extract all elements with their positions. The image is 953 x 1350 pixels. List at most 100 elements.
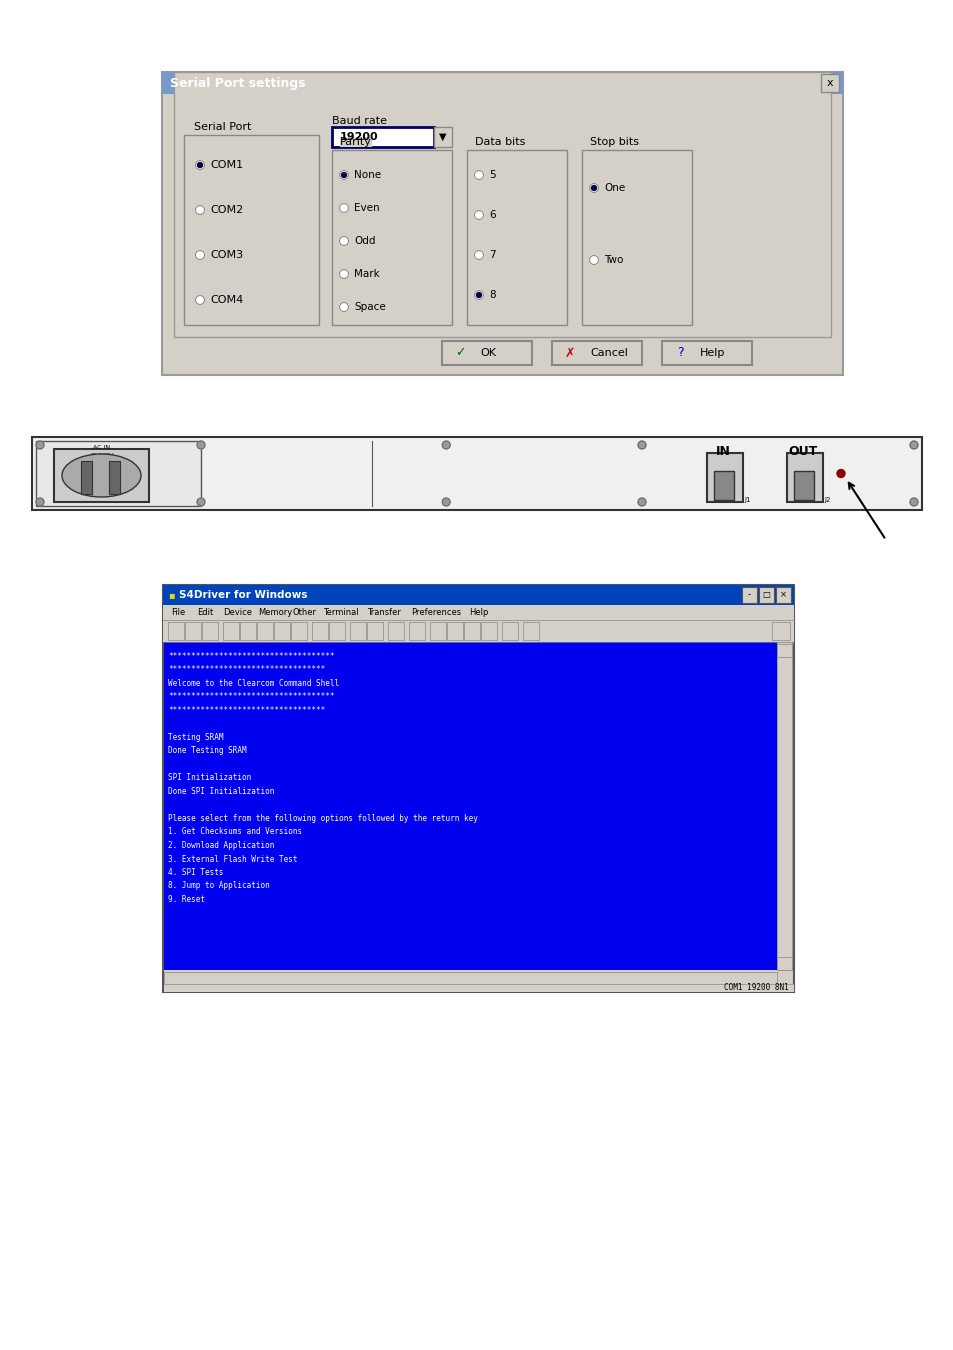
Circle shape <box>638 498 645 506</box>
Text: Data bits: Data bits <box>475 136 525 147</box>
Circle shape <box>339 204 348 212</box>
Bar <box>430 622 446 640</box>
Text: ************************************: ************************************ <box>168 693 335 702</box>
Text: 8: 8 <box>489 290 496 300</box>
Bar <box>164 984 793 992</box>
Text: COM1 19200 8N1: COM1 19200 8N1 <box>723 984 788 992</box>
Text: AC IN: AC IN <box>93 446 111 450</box>
Bar <box>661 342 751 365</box>
Bar <box>185 622 201 640</box>
Bar <box>274 622 290 640</box>
Circle shape <box>195 205 204 215</box>
Text: COM3: COM3 <box>210 250 243 261</box>
Text: ✗: ✗ <box>564 347 575 359</box>
Circle shape <box>474 290 483 300</box>
Circle shape <box>474 251 483 259</box>
Text: OK: OK <box>479 348 496 358</box>
Bar <box>467 150 566 325</box>
Circle shape <box>442 441 450 450</box>
Text: ?: ? <box>676 347 682 359</box>
Text: □: □ <box>761 590 770 599</box>
Text: Edit: Edit <box>196 608 213 617</box>
Text: 90-260V: 90-260V <box>91 454 113 458</box>
Circle shape <box>589 255 598 265</box>
Circle shape <box>591 185 596 190</box>
Text: IN: IN <box>715 446 730 458</box>
Text: Terminal: Terminal <box>323 608 358 617</box>
Bar <box>291 622 307 640</box>
Text: Other: Other <box>293 608 316 617</box>
Text: J2: J2 <box>823 497 829 504</box>
Bar <box>706 454 742 502</box>
Bar <box>388 622 403 640</box>
Bar <box>776 644 791 657</box>
Text: Help: Help <box>700 348 724 358</box>
Text: Odd: Odd <box>354 236 375 246</box>
Bar <box>447 622 462 640</box>
Bar <box>793 471 813 500</box>
Bar <box>552 342 641 365</box>
Text: **********************************: ********************************** <box>168 706 325 716</box>
Bar <box>184 135 318 325</box>
Circle shape <box>442 498 450 506</box>
Bar <box>329 622 345 640</box>
Circle shape <box>638 441 645 450</box>
Text: File: File <box>171 608 185 617</box>
Bar <box>463 622 479 640</box>
Bar <box>786 454 822 502</box>
Text: Done SPI Initialization: Done SPI Initialization <box>168 787 274 796</box>
Bar <box>164 972 776 984</box>
Text: ************************************: ************************************ <box>168 652 335 662</box>
Bar <box>501 622 517 640</box>
Text: 7: 7 <box>489 250 496 261</box>
Circle shape <box>339 270 348 278</box>
Text: 6: 6 <box>489 211 496 220</box>
Bar <box>434 127 452 147</box>
Circle shape <box>474 211 483 220</box>
Text: x: x <box>826 78 832 88</box>
Bar <box>256 622 273 640</box>
Bar <box>821 74 838 92</box>
Text: SPI Initialization: SPI Initialization <box>168 774 251 783</box>
Circle shape <box>195 161 204 170</box>
Circle shape <box>196 498 205 506</box>
Text: Memory: Memory <box>257 608 292 617</box>
Text: Done Testing SRAM: Done Testing SRAM <box>168 747 247 756</box>
Text: 9. Reset: 9. Reset <box>168 895 205 905</box>
Text: Device: Device <box>223 608 252 617</box>
Circle shape <box>476 293 481 297</box>
Bar <box>409 622 424 640</box>
Text: OUT: OUT <box>787 446 817 458</box>
Text: ▼: ▼ <box>438 132 446 142</box>
Circle shape <box>36 441 44 450</box>
Text: 4. SPI Tests: 4. SPI Tests <box>168 868 223 878</box>
Ellipse shape <box>62 454 141 497</box>
Circle shape <box>36 498 44 506</box>
Circle shape <box>909 441 917 450</box>
Bar <box>771 622 789 640</box>
Text: Parity: Parity <box>339 136 372 147</box>
Text: 5: 5 <box>489 170 496 180</box>
Bar <box>202 622 218 640</box>
Bar <box>163 585 793 992</box>
Bar <box>775 587 790 603</box>
Bar <box>110 460 120 494</box>
Bar <box>776 957 791 971</box>
Text: One: One <box>603 184 624 193</box>
Bar <box>163 585 793 605</box>
Text: Testing SRAM: Testing SRAM <box>168 733 223 743</box>
Text: 2. Download Application: 2. Download Application <box>168 841 274 850</box>
Text: J1: J1 <box>743 497 750 504</box>
Circle shape <box>474 170 483 180</box>
Text: 1. Get Checksums and Versions: 1. Get Checksums and Versions <box>168 828 302 837</box>
Bar <box>332 150 452 325</box>
Circle shape <box>909 498 917 506</box>
Bar <box>441 342 532 365</box>
Text: Two: Two <box>603 255 622 265</box>
Text: Preferences: Preferences <box>411 608 461 617</box>
Text: Stop bits: Stop bits <box>589 136 639 147</box>
Bar <box>480 622 497 640</box>
Bar <box>350 622 366 640</box>
Bar <box>332 127 434 147</box>
Bar <box>173 72 830 338</box>
